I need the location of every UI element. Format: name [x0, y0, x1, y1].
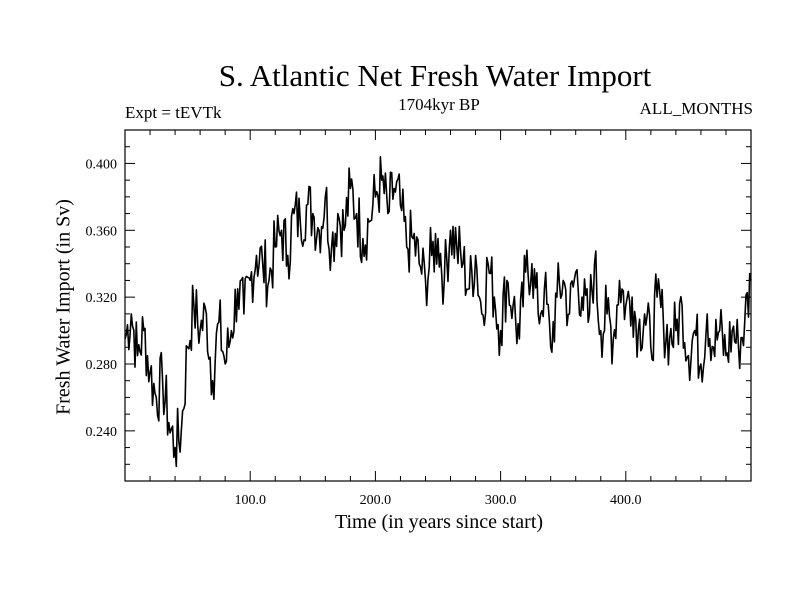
x-tick-label: 400.0	[610, 493, 642, 508]
ticks-layer	[125, 130, 751, 481]
time-period-label: 1704kyr BP	[398, 95, 480, 114]
plot-frame	[124, 129, 752, 482]
series-line	[124, 156, 752, 468]
months-label: ALL_MONTHS	[639, 99, 753, 118]
y-axis-label: Fresh Water Import (in Sv)	[52, 199, 75, 415]
tick-labels-layer: 100.0 200.0 300.0 400.0 0.240 0.280 0.320 0.360…	[86, 157, 642, 508]
x-tick-label: 200.0	[360, 493, 392, 508]
chart-title: S. Atlantic Net Fresh Water Import	[218, 58, 652, 93]
y-tick-label: 0.400	[86, 157, 118, 172]
y-tick-label: 0.240	[86, 425, 118, 440]
x-tick-label: 300.0	[485, 493, 517, 508]
x-axis-label: Time (in years since start)	[334, 511, 544, 533]
series-layer	[124, 156, 752, 468]
y-tick-label: 0.360	[86, 224, 118, 239]
experiment-label: Expt = tEVTk	[125, 103, 222, 122]
x-tick-label: 100.0	[234, 493, 266, 508]
y-tick-label: 0.320	[86, 291, 118, 306]
y-tick-label: 0.280	[86, 358, 118, 373]
